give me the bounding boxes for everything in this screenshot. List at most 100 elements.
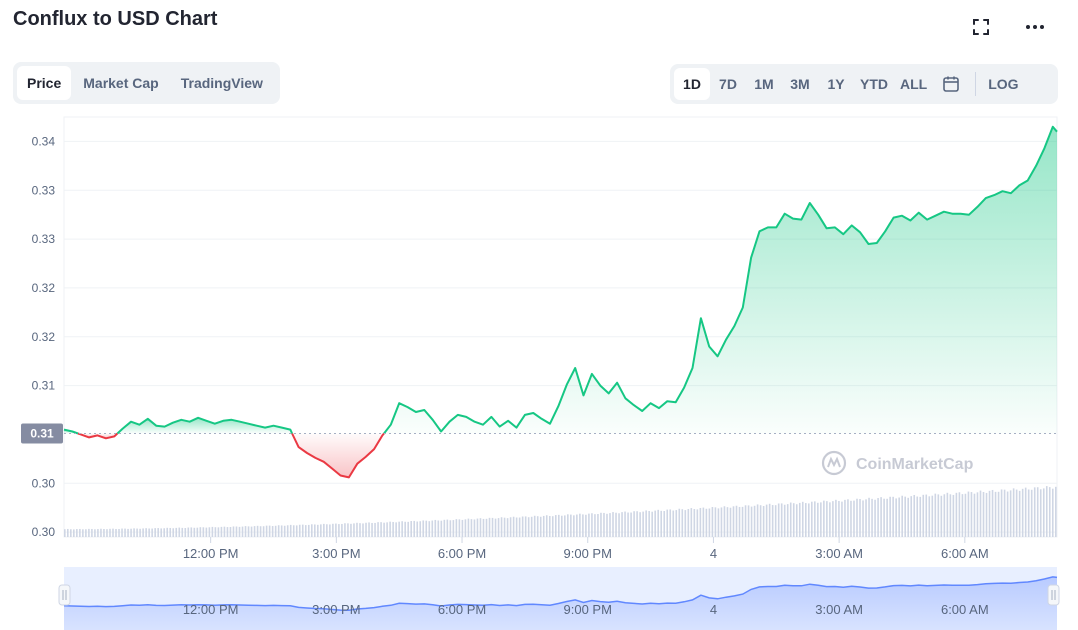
price-chart[interactable]: 0.34 0.33 0.33 0.32 0.32 0.31 0.30 0.30 0.31 Co… [0, 110, 1078, 566]
volume-bar [338, 524, 340, 537]
volume-bar [567, 514, 569, 537]
tab-market-cap[interactable]: Market Cap [83, 75, 159, 91]
volume-bar [307, 524, 310, 537]
volume-bar [383, 522, 385, 537]
range-1y[interactable]: 1Y [827, 76, 845, 92]
volume-bar [76, 529, 78, 537]
volume-bar [298, 524, 301, 537]
calendar-button[interactable] [933, 68, 969, 100]
volume-bar [943, 494, 946, 537]
range-ytd[interactable]: YTD [860, 76, 888, 92]
volume-bar [94, 529, 96, 537]
volume-bar [356, 522, 358, 537]
y-tick-label: 0.33 [32, 232, 56, 246]
volume-bar [368, 522, 370, 537]
volume-bar [826, 501, 828, 537]
range-3m[interactable]: 3M [790, 76, 810, 92]
volume-bar [70, 529, 72, 537]
volume-bar [130, 528, 132, 537]
volume-bar [711, 507, 714, 537]
navigator-line [63, 576, 1058, 612]
volume-bar [332, 523, 334, 537]
volume-bar [651, 511, 653, 537]
volume-bar [100, 528, 102, 537]
volume-bar [603, 512, 605, 537]
volume-bar [133, 528, 135, 537]
x-tick-label: 4 [710, 546, 717, 561]
volume-bar [428, 521, 431, 537]
navigator-tick-label: 6:00 AM [941, 602, 989, 617]
volume-bar [347, 523, 349, 537]
volume-bar [335, 523, 337, 537]
volume-bar [874, 499, 876, 537]
volume-bar [687, 509, 690, 537]
volume-bar [542, 515, 545, 537]
volume-bar [220, 526, 223, 537]
x-tick-label: 6:00 AM [941, 546, 989, 561]
volume-bar [817, 502, 819, 537]
range-1m[interactable]: 1M [754, 76, 774, 92]
volume-bar [654, 510, 656, 537]
volume-bar [738, 506, 741, 537]
log-scale-toggle[interactable]: LOG [988, 76, 1019, 92]
volume-bar [961, 494, 964, 537]
range-all[interactable]: ALL [900, 76, 928, 92]
volume-bar [151, 528, 153, 537]
volume-bar [663, 510, 666, 537]
volume-bar [371, 522, 373, 537]
volume-bar [573, 515, 575, 537]
watermark: CoinMarketCap [821, 450, 974, 476]
volume-bar [660, 510, 663, 537]
range-1d[interactable]: 1D [674, 68, 710, 100]
volume-bar [916, 496, 919, 537]
volume-bar [461, 519, 464, 537]
volume-bar [452, 520, 455, 537]
volume-bar [808, 503, 810, 537]
volume-bar [762, 506, 765, 537]
volume-bar [530, 516, 533, 537]
volume-bar [940, 495, 943, 537]
volume-bar [449, 520, 452, 537]
y-tick-label: 0.32 [32, 281, 56, 295]
volume-bar [811, 501, 813, 537]
volume-bar [931, 495, 934, 537]
volume-bar [440, 520, 443, 537]
tab-price[interactable]: Price [17, 66, 72, 100]
volume-bar [536, 516, 539, 537]
volume-bar [835, 499, 837, 537]
volume-bar [109, 528, 111, 537]
navigator-handle-right[interactable] [1047, 584, 1060, 606]
x-tick-label: 3:00 PM [312, 546, 360, 561]
volume-bar [470, 519, 473, 537]
volume-bar [413, 520, 416, 537]
volume-bar [124, 528, 126, 537]
navigator-handle-left[interactable] [58, 584, 71, 606]
tab-tradingview[interactable]: TradingView [180, 75, 263, 91]
more-button[interactable] [1022, 14, 1048, 40]
range-7d[interactable]: 7D [719, 76, 737, 92]
volume-bar [753, 505, 756, 537]
volume-bar [723, 506, 726, 537]
volume-bar [431, 520, 434, 537]
volume-bar [765, 504, 768, 537]
fullscreen-button[interactable] [968, 14, 994, 40]
volume-bar [214, 527, 217, 537]
volume-bar [166, 527, 169, 537]
volume-bar [304, 525, 307, 537]
volume-bar [163, 528, 166, 537]
volume-bar [434, 519, 437, 537]
price-line-up [116, 416, 294, 435]
volume-bar [919, 496, 922, 537]
volume-bar [314, 524, 316, 537]
range-navigator[interactable]: 12:00 PM 3:00 PM 6:00 PM 9:00 PM 4 3:00 AM 6:0… [0, 566, 1078, 630]
volume-bar [955, 492, 958, 537]
volume-bar [259, 526, 262, 537]
volume-bar [235, 526, 238, 537]
navigator-tick-label: 4 [710, 602, 717, 617]
volume-bar [377, 522, 379, 537]
volume-bar [172, 528, 175, 537]
volume-bar [187, 527, 190, 537]
volume-bar [160, 528, 162, 537]
volume-bar [1006, 491, 1009, 537]
volume-bar [196, 527, 199, 537]
